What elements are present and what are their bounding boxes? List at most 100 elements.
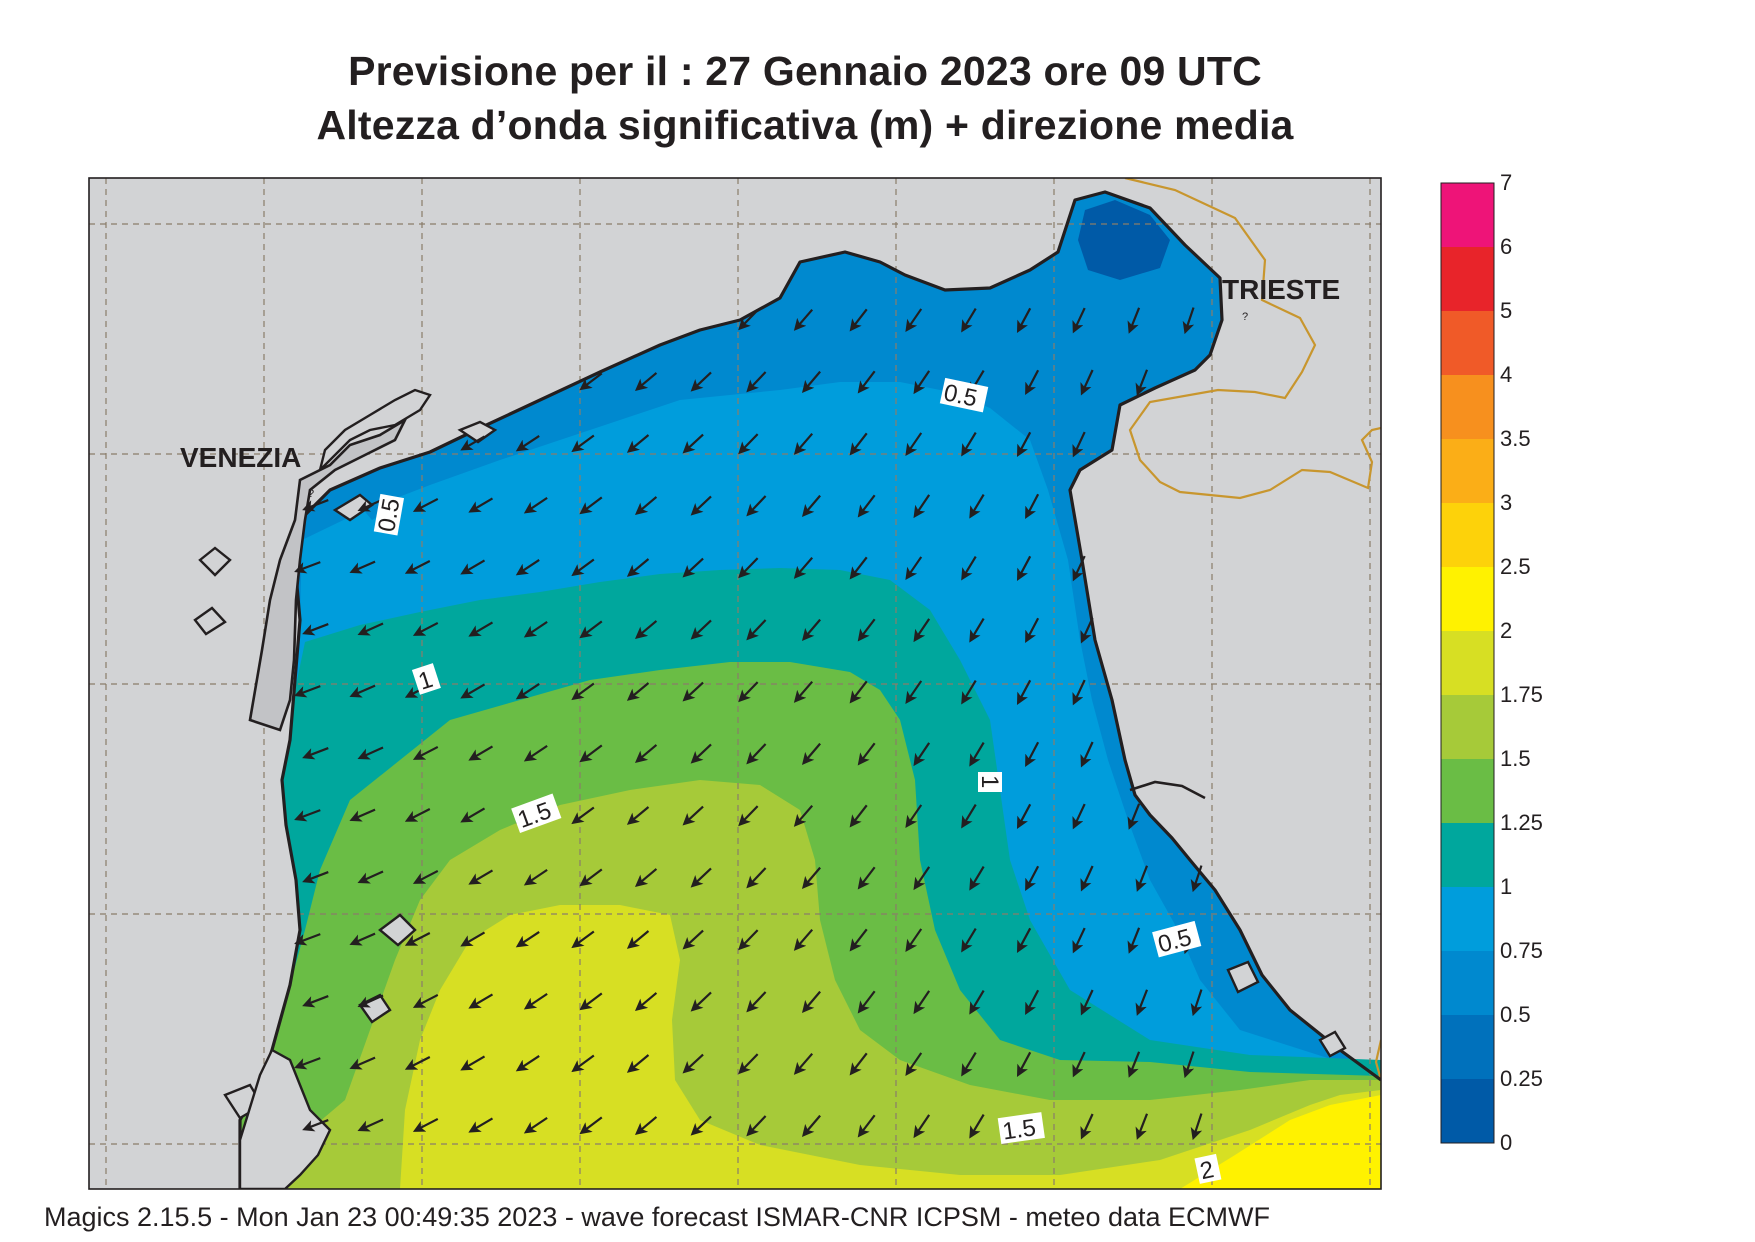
direction-arrow [913,494,931,519]
direction-arrow [793,1052,814,1075]
contour-label: 1.5 [1001,1114,1038,1145]
legend-swatch [1441,439,1494,503]
direction-arrow [294,933,321,946]
legend-border [1440,182,1495,1144]
map-frame [88,177,1382,1190]
direction-arrow [523,744,548,762]
direction-arrow [404,932,431,946]
direction-arrow [801,494,821,517]
direction-arrow [579,496,603,515]
direction-arrow [294,809,321,822]
direction-arrow [1025,865,1040,892]
direction-arrow [1127,803,1141,830]
national-border [1124,178,1381,500]
direction-arrow [523,1116,548,1134]
direction-arrow [412,745,439,760]
direction-arrow [468,1117,494,1133]
direction-arrow [849,308,868,332]
direction-arrow [746,1115,767,1137]
direction-arrow [634,744,658,763]
legend-tick-label: 7 [1500,170,1512,195]
legend-swatch [1441,631,1494,695]
direction-arrow [913,742,931,767]
direction-arrow [1016,555,1032,581]
direction-arrow [357,622,384,636]
direction-arrow [1072,803,1086,830]
direction-arrow [849,1052,868,1076]
trieste-inlet [1129,780,1206,800]
direction-arrow [682,929,704,950]
direction-arrow [515,435,540,452]
direction-arrow [969,865,985,891]
direction-arrow [1182,307,1195,335]
direction-arrow [913,370,931,395]
direction-arrow [849,928,868,952]
legend-swatch [1441,247,1494,311]
direction-arrow [690,1115,712,1136]
direction-arrow [1025,493,1040,520]
map-subtitle: Altezza d’onda significativa (m) + direz… [316,102,1294,148]
direction-arrow [1072,555,1086,582]
legend-swatch [1441,823,1494,887]
direction-arrow [690,495,712,516]
direction-arrow [634,1116,658,1135]
direction-arrow [626,1054,650,1073]
direction-arrow [682,805,704,826]
direction-arrow [1025,741,1040,768]
legend-swatch [1441,759,1494,823]
direction-arrow [1080,865,1094,892]
direction-arrow [571,930,595,949]
direction-arrow [412,869,439,884]
direction-arrow [357,994,384,1008]
direction-arrow [468,621,494,637]
direction-arrow [357,1118,384,1132]
direction-arrow [349,808,376,822]
direction-arrow [857,742,876,766]
direction-arrow [294,1057,321,1070]
direction-arrow [738,805,759,827]
direction-arrow [746,495,767,517]
place-label-trieste: TRIESTE [1222,274,1340,305]
direction-arrow [793,556,814,579]
direction-arrow [793,432,814,455]
color-legend: 7 6 5 4 3.5 3 2.5 2 1.75 1.5 1.25 1 0.75 0.5 0.25 0 [1440,170,1543,1155]
direction-arrow [579,744,603,763]
legend-tick-label: 1.25 [1500,810,1543,835]
direction-arrow [1135,369,1149,396]
direction-arrow [357,746,384,760]
direction-arrow [738,309,759,331]
direction-arrow [682,681,704,702]
legend-tick-label: 0.5 [1500,1002,1531,1027]
direction-arrow [905,556,923,581]
direction-arrow [404,1056,431,1070]
direction-arrow [626,434,650,453]
direction-arrow [1127,927,1141,954]
direction-arrow [634,372,658,391]
legend-tick-label: 3 [1500,490,1512,515]
legend-swatch [1441,183,1494,247]
legend-swatch [1441,503,1494,567]
direction-arrow [690,867,712,888]
legend-tick-label: 5 [1500,298,1512,323]
direction-arrow [682,557,704,578]
direction-arrow [1135,989,1149,1016]
legend-swatch [1441,375,1494,439]
direction-arrow [857,990,876,1014]
direction-arrow [969,741,985,767]
direction-arrow [857,370,876,394]
direction-arrow [793,680,814,703]
direction-arrow [1080,369,1094,396]
direction-arrow [468,745,494,761]
direction-arrow [969,1113,985,1139]
sea-band-1.75-2 [400,905,1381,1189]
legend-swatch [1441,567,1494,631]
direction-arrow [738,557,759,579]
direction-arrow [849,556,868,580]
sea-band-2-2.5 [1180,1095,1381,1189]
direction-arrow [1016,803,1032,829]
direction-arrow [738,681,759,703]
direction-arrow [1135,1113,1149,1140]
direction-arrow [357,870,384,884]
direction-arrow [579,372,603,391]
